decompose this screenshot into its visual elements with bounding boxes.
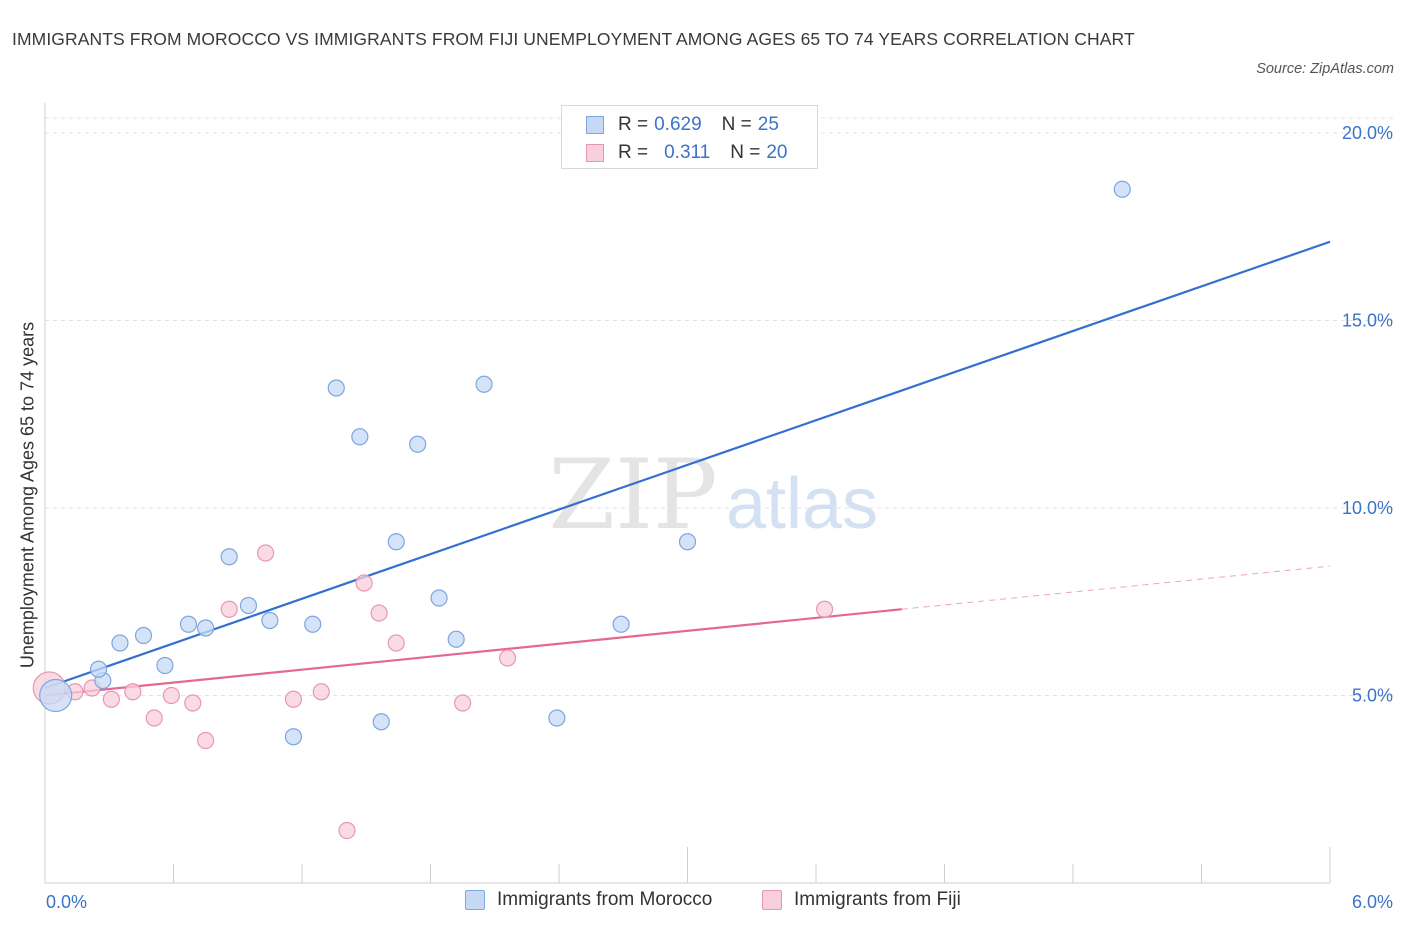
point-morocco (134, 626, 153, 645)
legend-n-value: 20 (766, 142, 788, 163)
point-fiji (284, 690, 303, 708)
point-fiji (454, 694, 472, 712)
point-morocco (372, 713, 390, 731)
point-fiji (145, 709, 163, 727)
trend-line-fiji-extension (901, 565, 1331, 610)
point-morocco (179, 615, 198, 633)
point-morocco (261, 611, 279, 630)
point-morocco (239, 596, 258, 615)
point-morocco (220, 548, 238, 566)
point-morocco (284, 728, 303, 746)
point-fiji (220, 600, 238, 618)
point-morocco (447, 630, 465, 648)
data-points (32, 180, 1131, 840)
point-morocco (351, 428, 369, 446)
point-fiji (499, 649, 517, 667)
y-tick-label: 20.0% (1342, 123, 1393, 143)
point-fiji (338, 821, 356, 840)
legend-swatch-fiji (762, 890, 782, 910)
legend-r-value: 0.629 (654, 114, 702, 135)
point-morocco (387, 533, 405, 551)
point-fiji (162, 686, 180, 705)
y-tick-label: 15.0% (1342, 311, 1393, 331)
point-fiji (387, 634, 405, 652)
point-fiji (815, 600, 834, 618)
point-morocco (1113, 180, 1131, 198)
y-axis-label: Unemployment Among Ages 65 to 74 years (17, 321, 38, 669)
series-legend: Immigrants from Morocco Immigrants from … (0, 889, 1406, 915)
legend-label-fiji: Immigrants from Fiji (794, 889, 961, 910)
point-fiji (197, 731, 215, 750)
watermark-atlas: atlas (726, 464, 878, 544)
point-morocco (327, 379, 345, 397)
legend-item-fiji[interactable]: Immigrants from Fiji (762, 889, 961, 911)
x-tick-label: 0.0% (46, 892, 87, 912)
stats-legend: R = 0.629 N = 25 R = 0.311 N = 20 (561, 105, 818, 169)
axes (44, 103, 1331, 884)
legend-swatch-morocco (586, 116, 604, 134)
tick-labels: 5.0% 10.0% 15.0% 20.0% 0.0% 6.0% (46, 123, 1393, 912)
watermark-zip: ZIP (548, 439, 717, 551)
point-fiji (184, 694, 202, 712)
point-morocco (612, 615, 630, 633)
watermark: ZIP atlas (548, 439, 878, 551)
legend-swatch-fiji (586, 144, 604, 162)
legend-r-value: 0.311 (664, 142, 711, 163)
point-fiji (256, 544, 275, 562)
chart-title: IMMIGRANTS FROM MOROCCO VS IMMIGRANTS FR… (12, 29, 1135, 49)
point-morocco (430, 589, 448, 607)
legend-n-value: 25 (757, 114, 779, 135)
point-fiji (312, 683, 330, 701)
legend-label-morocco: Immigrants from Morocco (497, 889, 713, 910)
trend-line-fiji (44, 608, 902, 697)
x-tick-label: 6.0% (1352, 892, 1393, 912)
point-fiji (370, 604, 388, 622)
point-morocco (89, 660, 108, 678)
point-fiji (124, 683, 142, 701)
legend-row-morocco: R = 0.629 N = 25 (586, 113, 779, 137)
y-tick-label: 5.0% (1352, 686, 1393, 706)
point-morocco (111, 634, 129, 652)
legend-item-morocco[interactable]: Immigrants from Morocco (465, 889, 712, 911)
point-morocco (409, 435, 427, 453)
point-morocco (156, 656, 174, 675)
legend-r-label: R = (618, 114, 649, 135)
point-fiji (355, 574, 373, 592)
trend-lines (44, 240, 1331, 697)
point-morocco (304, 615, 322, 633)
legend-swatch-morocco (465, 890, 485, 910)
legend-r-label: R = (618, 142, 649, 163)
y-tick-label: 10.0% (1342, 498, 1393, 518)
point-fiji (102, 690, 120, 708)
legend-n-label: N = (721, 114, 752, 135)
point-morocco (475, 375, 493, 393)
point-morocco (39, 678, 73, 713)
source-label: Source: ZipAtlas.com (1256, 61, 1394, 77)
legend-row-fiji: R = 0.311 N = 20 (586, 141, 788, 165)
point-morocco (678, 533, 697, 551)
legend-n-label: N = (730, 142, 761, 163)
point-morocco (548, 709, 566, 727)
trend-line-morocco (44, 240, 1331, 690)
point-morocco (197, 619, 215, 637)
